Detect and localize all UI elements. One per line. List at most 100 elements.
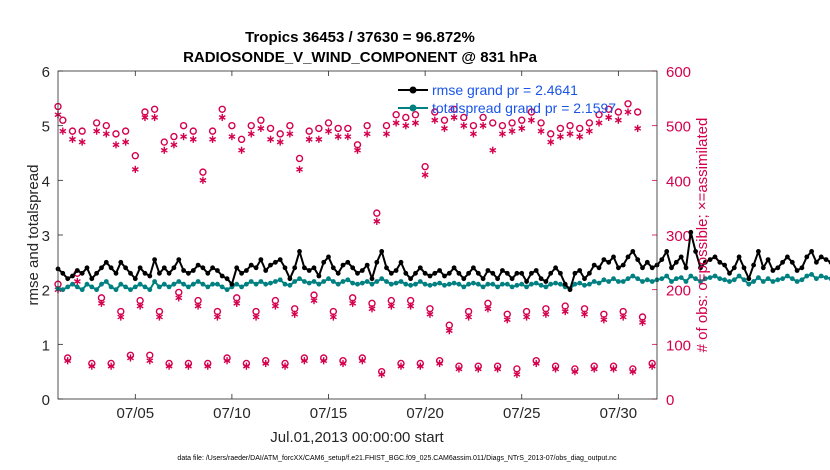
totalspread-point	[340, 279, 346, 284]
totalspread-point	[70, 281, 75, 287]
legend-rmse-label: rmse grand pr = 2.4641	[432, 82, 578, 98]
totalspread-point	[529, 281, 534, 287]
rmse-point	[166, 270, 172, 276]
obs-possible-marker	[421, 162, 429, 171]
obs-possible-marker	[334, 124, 342, 133]
totalspread-point	[374, 279, 380, 284]
rmse-point	[234, 265, 240, 271]
rmse-point	[229, 281, 235, 287]
totalspread-point	[736, 273, 742, 279]
obs-possible-marker	[469, 121, 478, 130]
totalspread-point	[533, 280, 539, 286]
obs-assimilated-marker	[465, 313, 473, 321]
totalspread-point	[490, 281, 496, 287]
rmse-point	[596, 265, 602, 271]
legend-spread-marker	[409, 104, 417, 112]
y-left-tick-label: 6	[42, 64, 50, 81]
totalspread-point	[142, 284, 148, 290]
obs-assimilated-marker	[581, 310, 589, 318]
rmse-point	[422, 270, 428, 276]
obs-assimilated-marker	[112, 141, 120, 149]
obs-assimilated-marker	[629, 368, 637, 376]
totalspread-point	[244, 281, 249, 287]
totalspread-point	[123, 284, 128, 290]
rmse-point	[562, 281, 568, 287]
rmse-point	[210, 265, 216, 271]
totalspread-point	[746, 281, 752, 287]
obs-assimilated-marker	[238, 146, 246, 154]
rmse-point	[794, 268, 800, 273]
plot-frame	[57, 70, 658, 400]
rmse-point	[601, 257, 607, 262]
obs-assimilated-marker	[151, 113, 159, 122]
obs-possible-marker	[363, 121, 371, 130]
totalspread-point	[422, 281, 428, 287]
obs-assimilated-marker	[614, 116, 622, 124]
y-left-tick-label: 3	[42, 228, 50, 245]
obs-assimilated-marker	[228, 133, 236, 141]
totalspread-point	[166, 284, 172, 290]
totalspread-point	[785, 273, 790, 279]
obs-assimilated-marker	[566, 130, 574, 138]
obs-assimilated-marker	[561, 307, 569, 316]
totalspread-point	[707, 275, 713, 280]
obs-possible-marker	[199, 168, 207, 176]
obs-assimilated-marker	[93, 127, 101, 135]
obs-assimilated-marker	[639, 318, 646, 327]
rmse-point	[268, 262, 273, 268]
obs-assimilated-marker	[344, 133, 352, 141]
totalspread-point	[316, 281, 322, 287]
obs-assimilated-marker	[585, 127, 593, 135]
totalspread-point	[804, 273, 810, 279]
totalspread-point	[442, 282, 447, 288]
rmse-point	[103, 259, 109, 265]
obs-possible-marker	[547, 130, 555, 138]
rmse-point	[94, 270, 99, 276]
totalspread-point	[186, 284, 191, 290]
totalspread-point	[519, 281, 525, 287]
obs-assimilated-marker	[300, 357, 308, 365]
rmse-point	[417, 265, 423, 271]
obs-assimilated-marker	[595, 119, 603, 127]
rmse-point	[60, 270, 66, 276]
totalspread-point	[446, 281, 452, 287]
obs-assimilated-marker	[455, 365, 463, 373]
totalspread-point	[74, 284, 80, 290]
obs-possible-marker	[208, 127, 217, 135]
obs-possible-marker	[382, 121, 391, 130]
totalspread-point	[616, 279, 621, 284]
obs-assimilated-marker	[155, 313, 163, 321]
rmse-point	[630, 249, 636, 254]
obs-assimilated-marker	[450, 113, 458, 122]
obs-assimilated-marker	[387, 302, 395, 310]
totalspread-point	[321, 279, 327, 284]
totalspread-point	[161, 281, 167, 287]
totalspread-point	[219, 284, 225, 290]
obs-assimilated-marker	[392, 119, 400, 127]
totalspread-point	[200, 281, 206, 287]
rmse-point	[359, 268, 365, 273]
totalspread-point	[688, 273, 694, 279]
obs-possible-marker	[489, 119, 497, 127]
rmse-point	[224, 276, 230, 282]
rmse-series	[55, 229, 830, 293]
obs-assimilated-marker	[402, 122, 410, 130]
rmse-point	[500, 268, 505, 273]
rmse-point	[171, 265, 177, 271]
obs-possible-marker	[556, 124, 565, 133]
totalspread-point	[630, 273, 636, 279]
rmse-point	[616, 265, 621, 271]
rmse-point	[258, 257, 264, 262]
totalspread-point	[591, 279, 597, 284]
obs-assimilated-marker	[542, 310, 550, 318]
y-right-tick-label: 400	[666, 173, 691, 190]
rmse-point	[311, 265, 317, 271]
obs-possible-marker	[402, 113, 410, 122]
obs-assimilated-marker	[165, 362, 173, 370]
obs-assimilated-marker	[527, 116, 535, 124]
totalspread-point	[461, 284, 467, 290]
totalspread-point	[587, 281, 592, 287]
totalspread-point	[393, 280, 399, 286]
obs-assimilated-marker	[431, 116, 439, 124]
